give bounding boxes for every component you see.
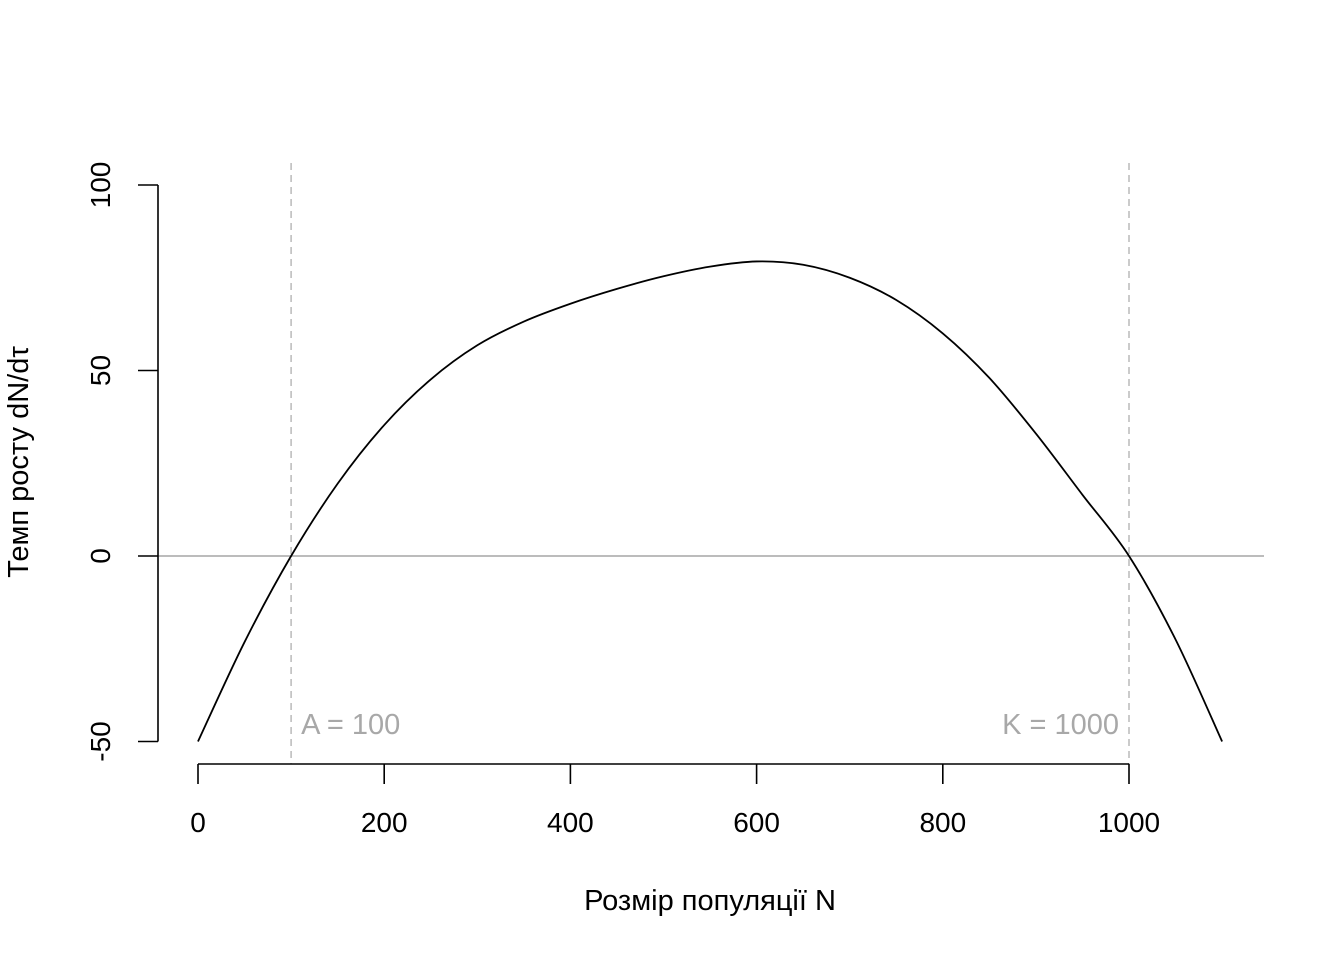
- annotations: A = 100 K = 1000: [301, 709, 1119, 741]
- reference-lines: [158, 163, 1264, 764]
- y-tick-label: -50: [85, 721, 116, 761]
- annotation-label-0: A = 100: [301, 709, 400, 741]
- y-axis-title: Темп росту dN/dτ: [3, 346, 35, 578]
- x-tick-label: 200: [361, 807, 408, 838]
- x-tick-label: 400: [547, 807, 594, 838]
- curve-layer: [197, 260, 1223, 742]
- y-axis: -50 0 50 100: [85, 162, 159, 762]
- y-tick-label: 50: [85, 355, 116, 386]
- x-tick-label: 600: [733, 807, 780, 838]
- x-tick-label: 800: [919, 807, 966, 838]
- x-axis-title: Розмір популяції N: [584, 885, 836, 917]
- x-axis: 0 200 400 600 800 1000: [190, 763, 1160, 838]
- y-tick-label: 0: [85, 548, 116, 564]
- growth-rate-curve: [197, 260, 1223, 742]
- x-tick-label: 1000: [1098, 807, 1160, 838]
- y-tick-label: 100: [85, 162, 116, 209]
- x-tick-label: 0: [190, 807, 206, 838]
- annotation-label-1: K = 1000: [1002, 709, 1119, 741]
